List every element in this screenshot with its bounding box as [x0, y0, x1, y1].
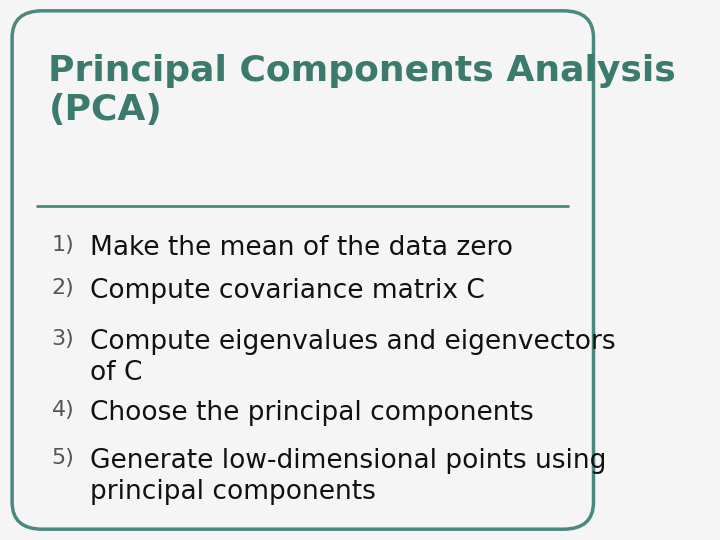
Text: 3): 3) [51, 329, 74, 349]
Text: 1): 1) [51, 235, 74, 255]
FancyBboxPatch shape [12, 11, 593, 529]
Text: 2): 2) [51, 278, 74, 298]
Text: Choose the principal components: Choose the principal components [89, 400, 534, 426]
Text: 5): 5) [51, 448, 74, 468]
Text: 4): 4) [51, 400, 74, 420]
Text: Make the mean of the data zero: Make the mean of the data zero [89, 235, 513, 261]
Text: Principal Components Analysis
(PCA): Principal Components Analysis (PCA) [48, 54, 676, 127]
Text: Compute covariance matrix C: Compute covariance matrix C [89, 278, 485, 304]
Text: Compute eigenvalues and eigenvectors
of C: Compute eigenvalues and eigenvectors of … [89, 329, 616, 387]
Text: Generate low-dimensional points using
principal components: Generate low-dimensional points using pr… [89, 448, 606, 505]
